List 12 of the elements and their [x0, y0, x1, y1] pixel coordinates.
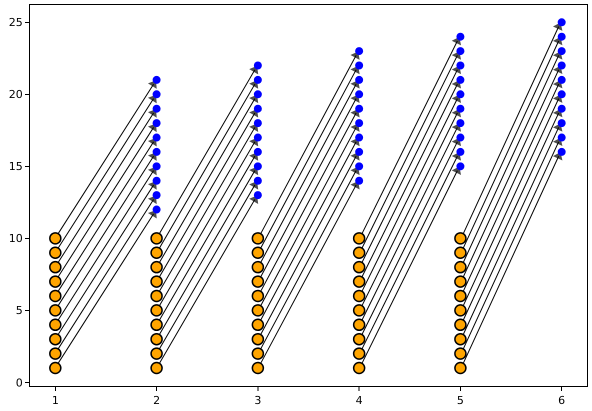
x-tick-label: 4	[356, 394, 363, 408]
x-tick-label: 1	[52, 394, 59, 408]
y-tick-label: 25	[8, 16, 23, 30]
y-tick-label: 0	[16, 376, 23, 390]
y-tick-label: 15	[8, 160, 23, 174]
x-tick-label: 3	[254, 394, 262, 408]
y-tick-label: 5	[16, 304, 23, 318]
x-tick-label: 6	[558, 394, 566, 408]
x-tick-label: 5	[456, 394, 464, 408]
y-tick-label: 20	[8, 88, 23, 102]
x-tick-label: 2	[153, 394, 160, 408]
y-tick-label: 10	[8, 232, 23, 246]
